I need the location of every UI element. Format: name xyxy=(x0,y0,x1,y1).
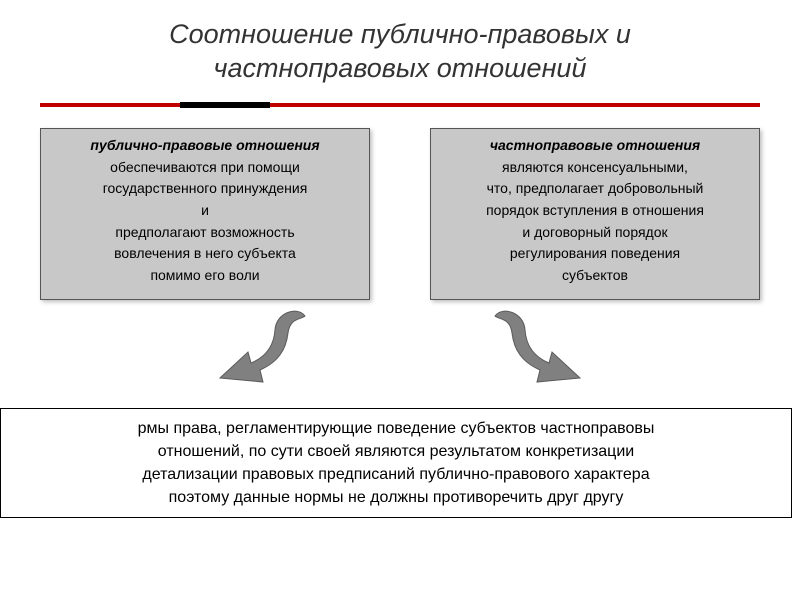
divider-block xyxy=(180,102,270,108)
left-box: публично-правовые отношения обеспечивают… xyxy=(40,128,370,300)
curved-arrow-left-icon xyxy=(150,308,350,418)
right-box-heading: частноправовые отношения xyxy=(441,137,749,153)
right-box: частноправовые отношения являются консен… xyxy=(430,128,760,300)
bottom-summary-box: рмы права, регламентирующие поведение су… xyxy=(0,408,792,519)
left-box-heading: публично-правовые отношения xyxy=(51,137,359,153)
arrow-right-path xyxy=(495,311,580,382)
divider-bar xyxy=(40,103,760,107)
curved-arrow-right-icon xyxy=(450,308,650,418)
two-column-row: публично-правовые отношения обеспечивают… xyxy=(0,128,800,300)
slide-title: Соотношение публично-правовых и частнопр… xyxy=(0,0,800,94)
right-box-body: являются консенсуальными, что, предполаг… xyxy=(441,157,749,287)
title-divider xyxy=(40,102,760,108)
arrows-zone xyxy=(0,308,800,408)
arrow-left-path xyxy=(220,311,305,382)
left-box-body: обеспечиваются при помощи государственно… xyxy=(51,157,359,287)
